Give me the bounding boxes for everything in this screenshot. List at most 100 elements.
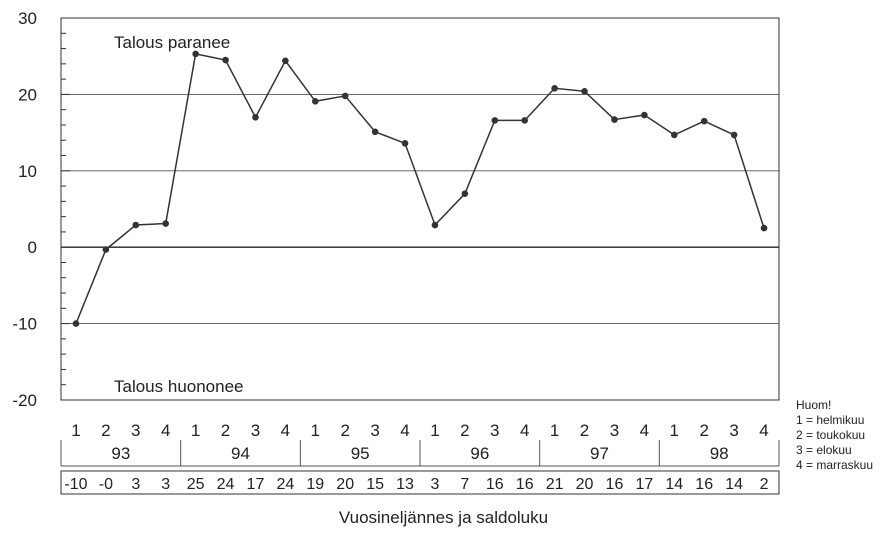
data-point — [670, 131, 678, 139]
data-point — [581, 88, 588, 95]
quarter-label: 2 — [221, 421, 230, 440]
plot-frame — [60, 17, 780, 401]
data-point — [760, 224, 768, 232]
year-label: 98 — [710, 444, 729, 463]
saldo-label: 7 — [460, 476, 469, 493]
saldo-label: 17 — [247, 476, 265, 493]
quarter-label: 4 — [640, 421, 649, 440]
saldo-label: 24 — [217, 476, 235, 493]
quarter-label: 2 — [580, 421, 589, 440]
saldo-label: 19 — [306, 476, 324, 493]
saldo-label: 3 — [161, 476, 170, 493]
data-line — [75, 53, 765, 324]
saldo-label: 15 — [366, 476, 384, 493]
data-point — [192, 50, 199, 58]
year-label: 96 — [470, 444, 489, 463]
saldo-label: 16 — [606, 476, 624, 493]
data-point — [641, 111, 648, 119]
quarter-label: 3 — [490, 421, 499, 440]
data-point — [401, 139, 409, 147]
year-label: 95 — [351, 444, 370, 463]
quarter-label: 1 — [430, 421, 439, 440]
quarter-label: 3 — [729, 421, 738, 440]
data-point — [341, 92, 349, 100]
saldo-box — [60, 470, 780, 495]
quarter-label: 1 — [191, 421, 200, 440]
saldo-label: 14 — [665, 476, 683, 493]
saldo-label: 3 — [431, 476, 440, 493]
saldo-label: 14 — [725, 476, 743, 493]
data-point — [611, 116, 618, 123]
quarter-label: 3 — [370, 421, 379, 440]
data-point — [521, 117, 529, 124]
data-point — [551, 84, 558, 92]
quarter-label: 3 — [131, 421, 140, 440]
data-point — [491, 117, 499, 124]
data-point — [730, 131, 738, 139]
quarter-label: 2 — [699, 421, 708, 440]
data-point — [252, 114, 259, 121]
saldo-label: 2 — [760, 476, 769, 493]
year-label: 97 — [590, 444, 609, 463]
axis-layer — [60, 17, 780, 401]
year-label: 94 — [231, 444, 250, 463]
saldo-label: 17 — [635, 476, 653, 493]
saldo-label: 3 — [131, 476, 140, 493]
y-tick-label: 30 — [18, 9, 37, 28]
y-tick-label: 20 — [18, 85, 37, 104]
saldo-label: 21 — [546, 476, 564, 493]
data-point — [461, 190, 469, 198]
table-layer — [60, 440, 780, 495]
y-tick-label: 10 — [18, 162, 37, 181]
data-point — [162, 220, 170, 227]
quarter-label: 3 — [610, 421, 619, 440]
quarter-label: 1 — [71, 421, 80, 440]
quarter-label: 3 — [251, 421, 260, 440]
year-label: 93 — [111, 444, 130, 463]
note-line: 1 = helmikuu — [796, 413, 865, 427]
data-point — [371, 128, 379, 136]
data-point — [102, 246, 110, 253]
saldo-label: 13 — [396, 476, 414, 493]
legend-note: Huom! 1 = helmikuu 2 = toukokuu 3 = elok… — [796, 398, 873, 473]
quarter-label: 4 — [520, 421, 529, 440]
data-point — [282, 57, 289, 65]
quarter-label: 4 — [759, 421, 768, 440]
line-layer — [72, 50, 768, 327]
annotation-bottom: Talous huononee — [114, 377, 244, 396]
note-line: 2 = toukokuu — [796, 428, 866, 442]
annotation-top: Talous paranee — [114, 33, 230, 52]
y-tick-label: -10 — [12, 315, 37, 334]
y-tick-label: -20 — [12, 391, 37, 410]
data-point — [431, 221, 439, 229]
data-point — [700, 117, 708, 125]
saldo-label: 20 — [336, 476, 354, 493]
note-line: 3 = elokuu — [796, 443, 852, 457]
saldo-label: 24 — [276, 476, 294, 493]
note-title: Huom! — [796, 398, 832, 412]
saldo-label: 16 — [486, 476, 504, 493]
saldo-label: 16 — [516, 476, 534, 493]
grid-layer — [61, 93, 779, 325]
quarter-label: 1 — [311, 421, 320, 440]
quarter-label: 1 — [670, 421, 679, 440]
y-tick-label: 0 — [28, 238, 37, 257]
data-point — [222, 56, 229, 64]
saldo-label: 25 — [187, 476, 205, 493]
quarter-label: 2 — [340, 421, 349, 440]
data-point — [311, 97, 319, 105]
saldo-label: -10 — [64, 476, 87, 493]
x-axis-title: Vuosineljännes ja saldoluku — [338, 508, 549, 527]
data-point — [132, 221, 140, 229]
label-layer: 30 20 10 0 -10 -20 Talous paranee Talous huonon… — [12, 9, 768, 493]
saldo-label: 16 — [695, 476, 713, 493]
saldo-label: -0 — [99, 476, 113, 493]
quarter-label: 2 — [460, 421, 469, 440]
quarter-label: 1 — [550, 421, 559, 440]
data-point — [72, 320, 80, 327]
saldo-label: 20 — [576, 476, 594, 493]
quarter-label: 4 — [161, 421, 170, 440]
quarter-label: 4 — [400, 421, 409, 440]
quarter-label: 4 — [281, 421, 290, 440]
